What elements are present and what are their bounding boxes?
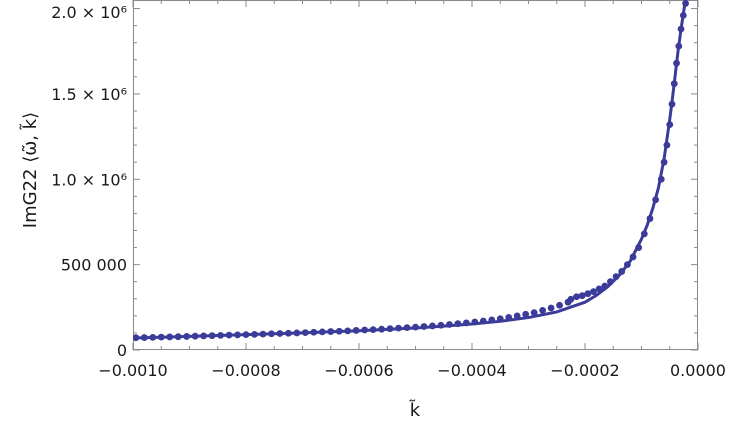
data-point [522, 310, 530, 318]
y-axis-label: ImG22 ⟨ω̃, k̃⟩ [20, 112, 41, 228]
data-point [335, 327, 343, 335]
data-point [595, 285, 603, 293]
data-point [601, 282, 609, 290]
data-point [660, 158, 668, 166]
data-point [225, 331, 233, 339]
data-point [663, 141, 671, 149]
data-point [496, 315, 504, 323]
data-point [157, 333, 165, 341]
y-tick-labels: 0 500 000 1.0 × 10⁶ 1.5 × 10⁶ 2.0 × 10⁶ [51, 3, 127, 360]
data-point [412, 323, 419, 331]
x-tick-label: −0.0008 [211, 361, 280, 380]
y-tick-label: 500 000 [61, 256, 127, 275]
data-point [668, 100, 676, 108]
data-point [679, 11, 687, 19]
data-point [361, 326, 369, 334]
data-point [200, 332, 208, 340]
data-point [242, 331, 250, 339]
data-point [344, 327, 352, 335]
data-point [183, 333, 191, 340]
data-point [133, 334, 140, 342]
data-point [479, 317, 487, 325]
data-point [234, 331, 241, 339]
data-point [670, 80, 678, 88]
data-point [217, 332, 224, 339]
data-point [635, 244, 643, 251]
data-point [673, 59, 680, 67]
plot-frame [133, 0, 698, 350]
data-point [191, 332, 199, 340]
data-point [454, 320, 462, 328]
data-point [675, 42, 683, 50]
data-point [259, 330, 267, 338]
data-point [573, 293, 580, 301]
data-point [403, 324, 411, 332]
data-point [284, 329, 292, 337]
axis-ticks [132, 0, 699, 351]
data-point [682, 0, 689, 7]
data-point [629, 253, 637, 261]
data-point [446, 321, 453, 328]
data-point [666, 121, 674, 129]
data-point [293, 329, 301, 337]
data-point [612, 273, 620, 280]
x-tick-label: −0.0010 [98, 361, 167, 380]
y-tick-label: 1.0 × 10⁶ [51, 170, 127, 189]
data-point [310, 328, 318, 336]
data-point [657, 175, 665, 183]
data-point [429, 322, 436, 330]
data-point [251, 330, 258, 338]
data-point [318, 328, 326, 336]
data-point [556, 301, 563, 309]
data-point [652, 196, 660, 204]
y-tick-label: 2.0 × 10⁶ [51, 3, 127, 22]
data-point [471, 318, 479, 326]
data-point [462, 319, 470, 327]
x-tick-label: 0.0000 [670, 361, 726, 380]
data-point [352, 327, 360, 334]
data-point [301, 329, 309, 336]
y-tick-label: 0 [117, 341, 127, 360]
data-point [386, 325, 394, 333]
data-point [488, 316, 496, 324]
data-point [618, 268, 626, 275]
x-tick-label: −0.0006 [324, 361, 393, 380]
data-point [420, 323, 428, 330]
data-point [646, 215, 654, 222]
data-point [327, 328, 335, 335]
data-point [174, 333, 182, 341]
data-point [369, 326, 377, 333]
data-point [513, 312, 521, 320]
data-point [268, 330, 275, 338]
data-point [677, 25, 685, 33]
x-tick-label: −0.0002 [550, 361, 619, 380]
x-tick-label: −0.0004 [437, 361, 506, 380]
data-point [505, 313, 513, 321]
data-point [208, 332, 216, 340]
data-point [607, 278, 614, 286]
data-point [623, 261, 631, 269]
data-point [567, 295, 575, 303]
data-point [539, 306, 547, 314]
data-point [378, 325, 385, 333]
data-point [276, 330, 284, 337]
data-point [166, 333, 174, 341]
data-point [640, 230, 648, 238]
x-axis-label: k̃ [409, 400, 421, 421]
data-point [149, 333, 157, 341]
data-point [578, 292, 586, 300]
data-point [140, 334, 148, 341]
data-point [547, 304, 555, 312]
data-point [530, 309, 538, 317]
data-point [584, 290, 592, 298]
data-point [590, 288, 597, 296]
y-tick-label: 1.5 × 10⁶ [51, 85, 127, 104]
series-points [133, 0, 689, 342]
x-tick-labels: −0.0010 −0.0008 −0.0006 −0.0004 −0.0002 0.000… [98, 361, 726, 380]
data-point [395, 324, 402, 332]
data-point [437, 321, 445, 329]
